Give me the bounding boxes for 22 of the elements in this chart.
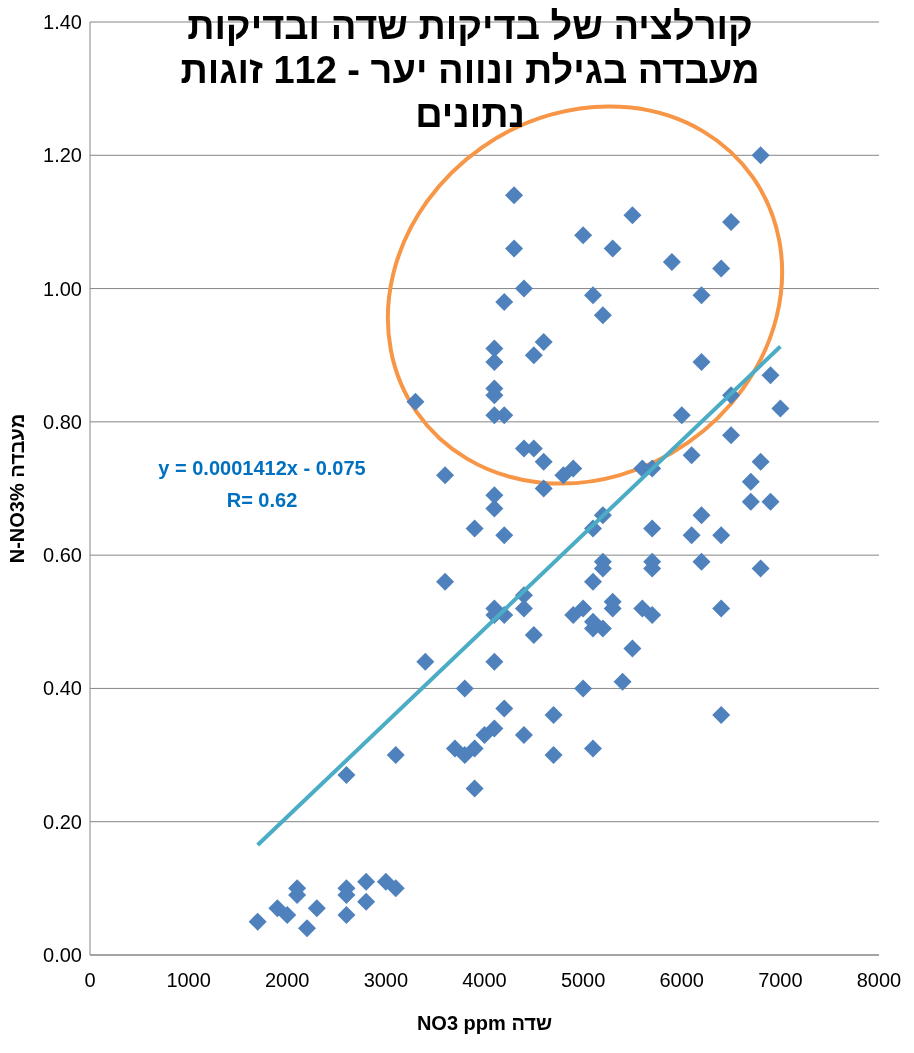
- annotation: y = 0.0001412x - 0.075: [158, 457, 366, 479]
- x-tick-label: 8000: [856, 969, 902, 991]
- x-tick-label: 5000: [560, 969, 606, 991]
- y-tick-label: 0.40: [43, 677, 82, 700]
- y-tick-label: 0.20: [43, 810, 82, 833]
- x-tick-label: 1000: [166, 969, 211, 991]
- text: קורלציה של בדיקות שדה ובדיקות מעבדה בגילת ונווה יער - 112 זוגות נתונים: [179, 4, 761, 136]
- y-tick-label: 1.40: [43, 11, 82, 33]
- y-tick-label: 1.00: [43, 277, 82, 300]
- y-tick-label: 1.20: [43, 144, 82, 167]
- y-tick-label: 0.00: [43, 944, 82, 966]
- x-tick-label: 4000: [462, 969, 507, 991]
- x-tick-label: 6000: [659, 969, 704, 991]
- x-tick-label: 2000: [265, 969, 310, 991]
- x-axis-title: שדה NO3 ppm: [416, 1012, 553, 1034]
- x-tick-label: 7000: [758, 969, 803, 991]
- x-tick-label: 3000: [363, 969, 409, 991]
- annotation: R= 0.62: [226, 489, 298, 511]
- y-axis-title: מעבדה N-NO3%: [6, 413, 28, 564]
- y-tick-label: 0.60: [43, 544, 82, 567]
- x-tick-label: 0: [84, 969, 96, 991]
- y-tick-label: 0.80: [43, 410, 82, 433]
